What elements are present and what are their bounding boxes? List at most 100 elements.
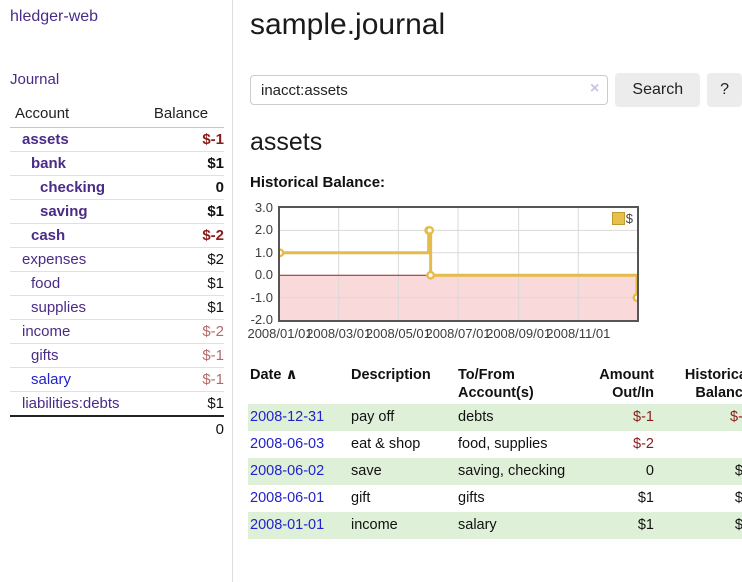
balance-column-header: Balance <box>148 101 224 128</box>
account-row: liabilities:debts $1 <box>10 391 224 417</box>
account-link[interactable]: saving <box>40 203 88 220</box>
transaction-date-link[interactable]: 2008-06-01 <box>250 490 325 506</box>
total-balance: 0 <box>10 415 224 442</box>
account-link[interactable]: food <box>31 275 61 292</box>
table-row: 2008-12-31 pay off debts $-1 $-1 <box>248 404 742 431</box>
transaction-accounts: gifts <box>458 490 485 506</box>
transaction-amount: $-1 <box>633 409 654 425</box>
clear-search-icon[interactable]: × <box>590 80 600 97</box>
account-link[interactable]: bank <box>31 155 67 172</box>
register-header-row: Date ∧ Description To/From Account(s) Am… <box>248 364 742 404</box>
x-axis-tick-label: 2008/07/01 <box>425 326 491 341</box>
transaction-amount: $1 <box>637 517 654 533</box>
account-balance: $1 <box>148 199 224 224</box>
account-link[interactable]: cash <box>31 227 66 244</box>
register-body: 2008-12-31 pay off debts $-1 $-1 2008-06-03 ea… <box>248 404 742 539</box>
transaction-balance: $2 <box>734 463 742 479</box>
column-header-balance: Historical Balance <box>684 367 742 401</box>
x-axis-tick-label: 2008/05/01 <box>365 326 431 341</box>
y-axis-tick-label: 0.0 <box>254 267 273 283</box>
account-link[interactable]: income <box>22 323 71 340</box>
account-row: supplies $1 <box>10 295 224 320</box>
transaction-date-link[interactable]: 2008-12-31 <box>250 409 325 425</box>
y-axis-tick-label: 1.0 <box>254 244 273 260</box>
y-axis-tick-label: -1.0 <box>250 289 273 305</box>
legend-label: $ <box>625 211 633 226</box>
chart-title: Historical Balance: <box>250 174 386 191</box>
account-link[interactable]: assets <box>22 131 69 148</box>
x-axis-tick-label: 2008/09/01 <box>486 326 552 341</box>
account-link[interactable]: liabilities:debts <box>22 395 120 412</box>
account-balance: $-2 <box>148 223 224 248</box>
account-link[interactable]: salary <box>31 371 72 388</box>
account-balance: $-1 <box>148 343 224 368</box>
transaction-balance: $1 <box>734 517 742 533</box>
table-row: 2008-06-02 save saving, checking 0 $2 <box>248 458 742 485</box>
account-balance: $-1 <box>148 367 224 392</box>
account-link[interactable]: checking <box>40 179 106 196</box>
sidebar-item-journal[interactable]: Journal <box>10 71 60 88</box>
transaction-date-link[interactable]: 2008-01-01 <box>250 517 325 533</box>
x-axis-tick-label: 2008/01/01 <box>247 326 313 341</box>
y-axis-tick-label: -2.0 <box>250 312 273 327</box>
transaction-description: eat & shop <box>351 436 421 452</box>
transaction-description: pay off <box>351 409 395 425</box>
main-content: sample.journal × Search ? assets Histori… <box>247 0 742 539</box>
transaction-amount: $-2 <box>633 436 654 452</box>
account-balance: $1 <box>148 391 224 417</box>
account-link[interactable]: supplies <box>31 299 87 316</box>
account-row: assets $-1 <box>10 127 224 152</box>
legend-swatch-icon <box>611 212 625 225</box>
transaction-amount: $1 <box>637 490 654 506</box>
account-heading: assets <box>250 128 323 156</box>
search-button[interactable]: Search <box>615 73 701 107</box>
account-link[interactable]: expenses <box>22 251 87 268</box>
account-balance: $-1 <box>148 127 224 152</box>
transaction-balance: $2 <box>734 490 742 506</box>
transaction-balance: $-1 <box>730 409 742 425</box>
x-axis-tick-label: 2008/03/01 <box>306 326 372 341</box>
account-row: saving $1 <box>10 199 224 224</box>
transaction-date-link[interactable]: 2008-06-03 <box>250 436 325 452</box>
account-link[interactable]: gifts <box>31 347 59 364</box>
account-tree-table: Account Balance assets $-1 bank $1 checking 0… <box>10 101 224 442</box>
account-row: checking 0 <box>10 175 224 200</box>
account-row: expenses $2 <box>10 247 224 272</box>
app-brand-link[interactable]: hledger-web <box>10 8 99 25</box>
transaction-accounts: salary <box>458 517 497 533</box>
table-row: 2008-06-03 eat & shop food, supplies $-20 <box>248 431 742 458</box>
table-row: 2008-01-01 income salary $1 $1 <box>248 512 742 539</box>
account-row: income $-2 <box>10 319 224 344</box>
transaction-date-link[interactable]: 2008-06-02 <box>250 463 325 479</box>
account-tree-header-row: Account Balance <box>10 101 224 128</box>
transaction-description: income <box>351 517 398 533</box>
account-column-header: Account <box>10 101 149 128</box>
transaction-amount: 0 <box>645 463 654 479</box>
table-row: 2008-06-01 gift gifts $1 $2 <box>248 485 742 512</box>
page-title: sample.journal <box>250 8 446 41</box>
sort-asc-icon: ∧ <box>285 366 298 383</box>
account-row: cash $-2 <box>10 223 224 248</box>
historical-balance-chart: $3.0 2.0 1.0 0.0 -1.0 -2.0 2008/01/01 2008/03/0… <box>245 200 665 343</box>
account-row: food $1 <box>10 271 224 296</box>
transaction-description: gift <box>351 490 371 506</box>
account-tree-body: assets $-1 bank $1 checking 0 saving $1 cash $-2 e… <box>10 127 224 417</box>
account-balance: $2 <box>148 247 224 272</box>
account-balance: $1 <box>148 295 224 320</box>
chart-legend: $ <box>611 211 633 226</box>
column-header-accounts: To/From Account(s) <box>458 367 534 401</box>
y-axis-tick-label: 3.0 <box>254 200 273 215</box>
x-axis-tick-label: 2008/11/01 <box>546 326 611 341</box>
account-balance: $1 <box>148 151 224 176</box>
account-row: bank $1 <box>10 151 224 176</box>
search-form: × Search ? <box>250 73 742 107</box>
help-button[interactable]: ? <box>707 73 742 107</box>
account-balance: $1 <box>148 271 224 296</box>
register-table: Date ∧ Description To/From Account(s) Am… <box>248 364 742 539</box>
transaction-accounts: debts <box>458 409 494 425</box>
search-input[interactable] <box>250 75 609 105</box>
column-header-date[interactable]: Date ∧ <box>250 366 298 383</box>
search-box: × <box>250 75 609 105</box>
y-axis-tick-label: 2.0 <box>254 222 273 238</box>
account-balance: $-2 <box>148 319 224 344</box>
